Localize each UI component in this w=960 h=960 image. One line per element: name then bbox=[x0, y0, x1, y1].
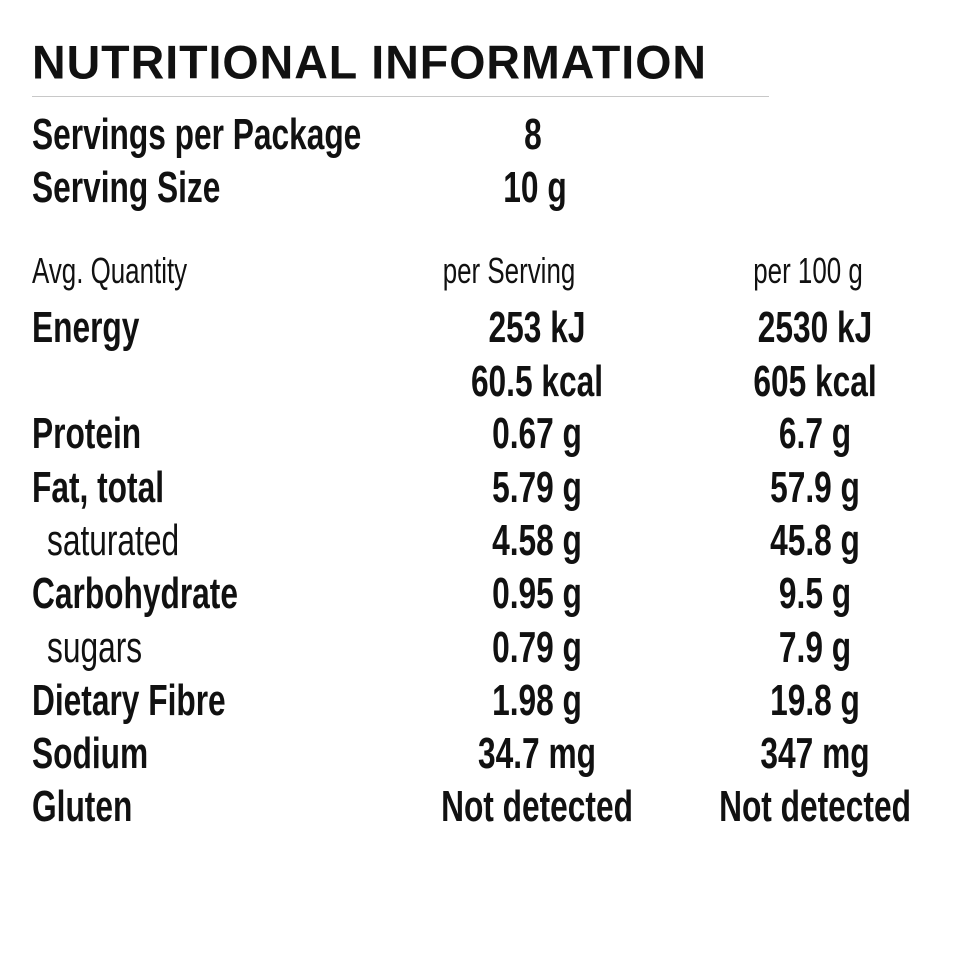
per-serving-value: 0.95 g bbox=[492, 569, 582, 618]
per-serving-value: 5.79 g bbox=[492, 463, 582, 512]
per-100g-value: 605 kcal bbox=[753, 357, 877, 406]
row-label: Energy bbox=[32, 303, 140, 352]
per-serving-value: 60.5 kcal bbox=[470, 357, 604, 406]
per-100g-value: 57.9 g bbox=[770, 463, 860, 512]
column-header: per 100 g bbox=[753, 250, 863, 291]
row-label: Fat, total bbox=[32, 463, 164, 512]
title: NUTRITIONAL INFORMATION bbox=[32, 35, 707, 89]
row-label: Protein bbox=[32, 409, 142, 458]
row-label: Sodium bbox=[32, 729, 149, 778]
row-label: saturated bbox=[47, 516, 180, 565]
per-100g-value: 6.7 g bbox=[778, 409, 852, 458]
per-100g-value: 7.9 g bbox=[778, 623, 852, 672]
per-serving-value: 1.98 g bbox=[492, 676, 582, 725]
per-serving-value: Not detected bbox=[441, 782, 633, 831]
per-serving-value: 253 kJ bbox=[488, 303, 586, 352]
row-label: Dietary Fibre bbox=[32, 676, 226, 725]
column-header: Avg. Quantity bbox=[32, 250, 188, 291]
serving-size-label: Serving Size bbox=[32, 163, 221, 212]
per-serving-value: 34.7 mg bbox=[478, 729, 596, 778]
per-100g-value: 2530 kJ bbox=[757, 303, 873, 352]
per-100g-value: Not detected bbox=[719, 782, 911, 831]
row-label: Gluten bbox=[32, 782, 133, 831]
serving-size-value: 10 g bbox=[503, 163, 567, 212]
per-serving-value: 0.67 g bbox=[492, 409, 582, 458]
column-header: per Serving bbox=[442, 250, 576, 291]
per-serving-value: 4.58 g bbox=[492, 516, 582, 565]
row-label: Carbohydrate bbox=[32, 569, 238, 618]
divider bbox=[32, 96, 769, 97]
per-100g-value: 9.5 g bbox=[778, 569, 852, 618]
servings-label: Servings per Package bbox=[32, 110, 362, 159]
servings-value: 8 bbox=[524, 110, 542, 159]
per-serving-value: 0.79 g bbox=[492, 623, 582, 672]
per-100g-value: 45.8 g bbox=[770, 516, 860, 565]
per-100g-value: 347 mg bbox=[760, 729, 870, 778]
per-100g-value: 19.8 g bbox=[770, 676, 860, 725]
row-label: sugars bbox=[47, 623, 143, 672]
